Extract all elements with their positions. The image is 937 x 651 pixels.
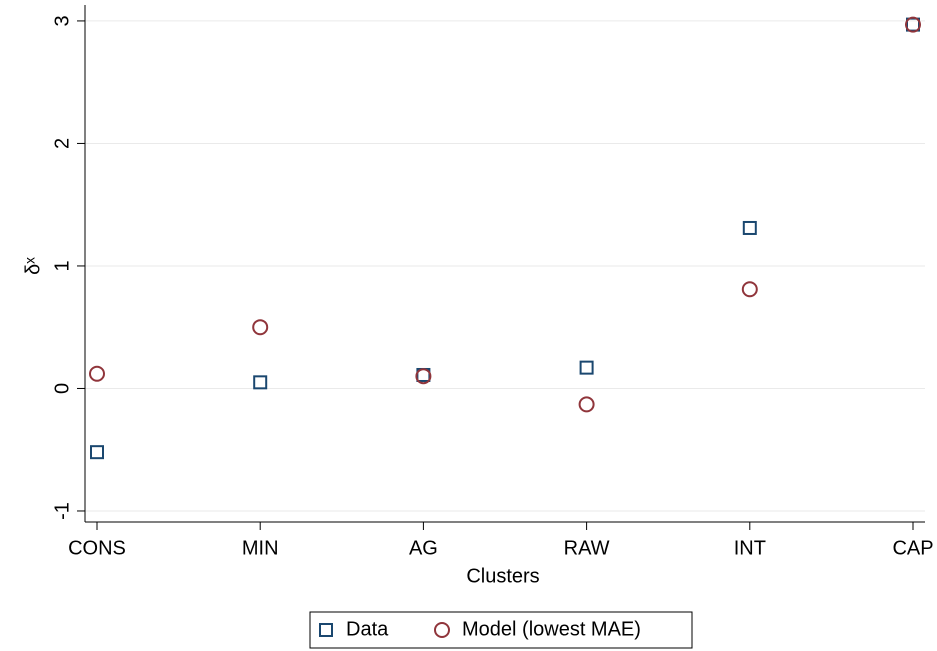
y-axis-label: δˣ: [22, 257, 44, 275]
point: [90, 445, 104, 460]
x-tick-label: CAP: [892, 537, 933, 559]
x-axis-label: Clusters: [466, 565, 539, 587]
point: [415, 368, 432, 385]
point: [252, 319, 269, 336]
x-tick-label: CONS: [68, 537, 126, 559]
point: [906, 17, 920, 32]
legend-label: Model (lowest MAE): [462, 618, 641, 640]
y-tick-label: 1: [51, 260, 73, 271]
x-tick-label: AG: [409, 537, 438, 559]
y-tick-label: 3: [51, 15, 73, 26]
point: [578, 396, 595, 413]
legend-marker: [319, 623, 333, 637]
legend-marker: [434, 622, 450, 638]
legend-box: [309, 611, 693, 649]
x-tick-label: RAW: [564, 537, 610, 559]
point: [742, 220, 757, 235]
x-tick-label: INT: [734, 537, 766, 559]
point: [579, 360, 594, 375]
x-tick-label: MIN: [242, 537, 279, 559]
y-tick-label: 0: [51, 383, 73, 394]
y-tick-label: -1: [51, 502, 73, 520]
point: [741, 281, 758, 298]
y-tick-label: 2: [51, 138, 73, 149]
point: [89, 365, 105, 382]
point: [253, 375, 268, 390]
point: [905, 16, 921, 33]
legend-label: Data: [346, 618, 389, 640]
